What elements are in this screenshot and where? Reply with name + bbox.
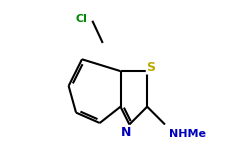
Text: N: N <box>121 126 132 139</box>
Text: N: N <box>121 126 132 139</box>
Text: Cl: Cl <box>75 14 87 23</box>
Text: NHMe: NHMe <box>169 129 206 139</box>
Text: NHMe: NHMe <box>169 129 206 139</box>
Text: S: S <box>146 61 155 74</box>
Text: Cl: Cl <box>75 14 87 23</box>
Text: S: S <box>146 61 155 74</box>
